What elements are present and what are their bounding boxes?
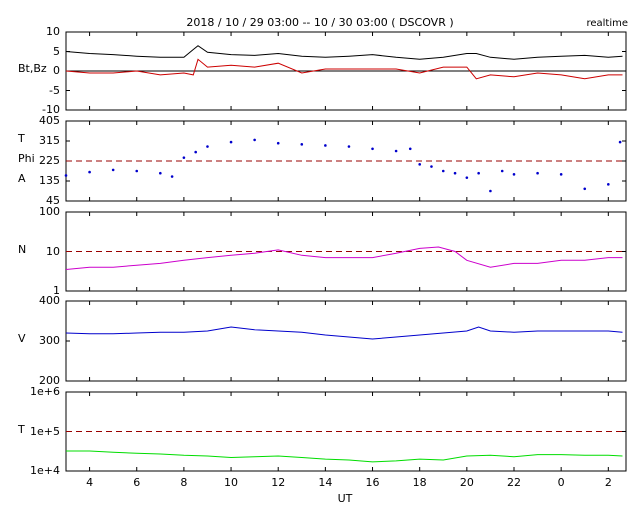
- series-line: [65, 45, 623, 60]
- data-point: [408, 147, 412, 151]
- x-tick-label: 14: [318, 476, 333, 489]
- data-point: [135, 169, 139, 173]
- data-point: [618, 140, 622, 144]
- x-tick-label: 6: [133, 476, 141, 489]
- x-axis-label: UT: [337, 492, 353, 505]
- x-tick-label: 22: [507, 476, 521, 489]
- data-point: [182, 156, 186, 159]
- y-tick-label: 300: [39, 334, 60, 347]
- y-axis-label: T: [18, 422, 25, 436]
- y-tick-label: 200: [39, 374, 60, 387]
- data-point: [194, 150, 197, 154]
- data-point: [229, 140, 233, 144]
- series-line: [65, 246, 623, 270]
- y-axis-label: V: [18, 332, 26, 345]
- x-tick-label: 18: [412, 476, 427, 489]
- data-point: [607, 183, 610, 186]
- x-tick-label: 16: [365, 476, 380, 489]
- y-tick-label: 45: [46, 194, 60, 207]
- data-point: [536, 171, 539, 175]
- y-tick-label: 225: [39, 154, 60, 167]
- x-tick-label: 20: [459, 476, 474, 489]
- data-point: [324, 144, 327, 147]
- y-axis-label: A: [18, 172, 26, 185]
- data-point: [441, 169, 445, 173]
- y-tick-label: 135: [39, 174, 60, 187]
- y-axis-label: N: [18, 242, 27, 256]
- y-tick-label: -5: [49, 83, 60, 97]
- data-point: [500, 169, 504, 173]
- panel-frame: [65, 300, 627, 382]
- y-tick-label: 100: [39, 205, 60, 218]
- data-point: [583, 187, 587, 191]
- data-point: [300, 143, 304, 146]
- y-tick-label: 400: [39, 294, 60, 307]
- series-line: [65, 326, 623, 340]
- y-tick-label: 10: [46, 244, 60, 258]
- data-point: [170, 175, 174, 178]
- y-tick-label: 10: [46, 25, 60, 38]
- y-tick-label: 1e+6: [30, 385, 60, 398]
- y-tick-label: 5: [53, 44, 60, 58]
- series-line: [66, 450, 623, 463]
- data-point: [394, 149, 398, 153]
- x-tick-label: 10: [224, 476, 239, 489]
- data-point: [206, 145, 209, 148]
- x-tick-label: 2: [604, 476, 612, 489]
- x-tick-label: 4: [86, 476, 94, 489]
- y-tick-label: -10: [42, 103, 60, 116]
- data-point: [453, 171, 457, 175]
- y-axis-label: Bt,Bz: [18, 62, 47, 75]
- data-point: [88, 170, 91, 174]
- data-point: [371, 147, 374, 151]
- data-point: [559, 173, 563, 176]
- y-tick-label: 1e+4: [30, 464, 60, 477]
- data-point: [430, 165, 433, 168]
- data-point: [512, 173, 516, 176]
- x-tick-label: 12: [271, 476, 286, 489]
- data-point: [253, 138, 256, 142]
- y-tick-label: 0: [53, 64, 60, 77]
- data-point: [418, 163, 421, 166]
- data-point: [64, 174, 68, 177]
- data-point: [159, 171, 162, 175]
- series-line: [65, 58, 623, 80]
- y-tick-label: 1: [53, 284, 60, 297]
- x-tick-label: 8: [180, 476, 188, 489]
- realtime-label: realtime: [586, 18, 628, 29]
- y-axis-label: Phi: [18, 152, 35, 165]
- data-point: [489, 189, 492, 193]
- data-point: [477, 171, 480, 175]
- chart-title: 2018 / 10 / 29 03:00 -- 10 / 30 03:00 ( …: [186, 16, 454, 29]
- data-point: [465, 176, 469, 179]
- y-tick-label: 1e+5: [30, 424, 60, 438]
- data-point: [111, 168, 115, 172]
- data-point: [347, 145, 351, 148]
- y-axis-label: T: [18, 132, 25, 145]
- y-tick-label: 315: [39, 134, 60, 147]
- y-tick-label: 405: [39, 114, 60, 127]
- data-point: [276, 141, 280, 145]
- x-tick-label: 0: [557, 476, 565, 489]
